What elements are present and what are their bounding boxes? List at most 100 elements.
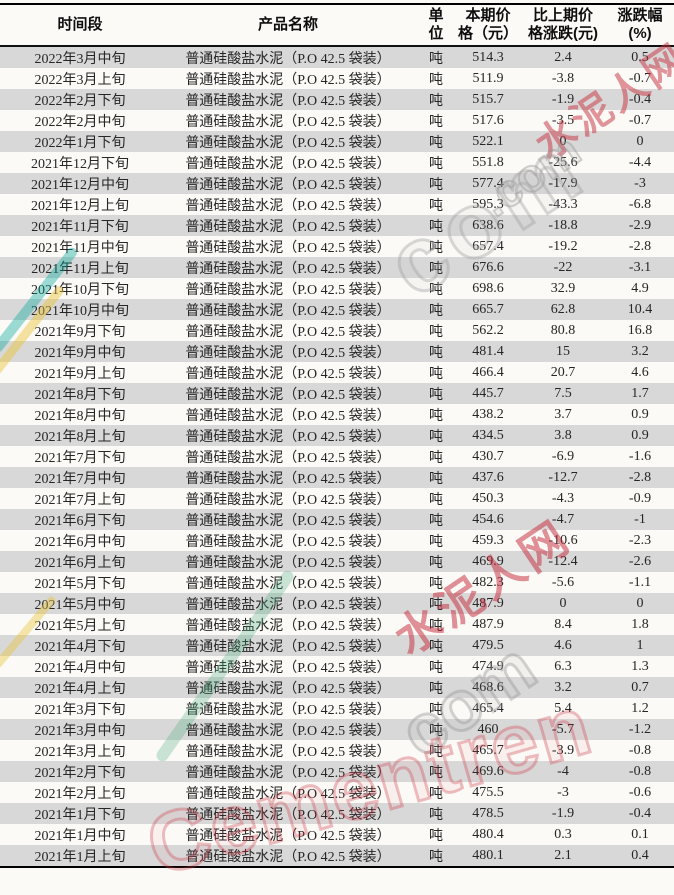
cell-unit: 吨 <box>429 219 443 235</box>
cell-unit: 吨 <box>429 513 443 529</box>
cell-product: 普通硅酸盐水泥（P.O 42.5 袋装） <box>185 135 391 151</box>
cell-period: 2021年2月下旬 <box>34 765 126 781</box>
table-row: 2022年3月上旬 普通硅酸盐水泥（P.O 42.5 袋装） 吨 511.9 -… <box>0 68 674 89</box>
cell-product: 普通硅酸盐水泥（P.O 42.5 袋装） <box>185 681 391 697</box>
cell-unit: 吨 <box>429 534 443 550</box>
cell-price: 482.3 <box>472 574 504 590</box>
cell-product: 普通硅酸盐水泥（P.O 42.5 袋装） <box>185 324 391 340</box>
table-row: 2021年12月上旬 普通硅酸盐水泥（P.O 42.5 袋装） 吨 595.3 … <box>0 194 674 215</box>
cell-change: -4.7 <box>551 511 575 527</box>
table-row: 2022年2月下旬 普通硅酸盐水泥（P.O 42.5 袋装） 吨 515.7 -… <box>0 89 674 110</box>
cell-pct: -0.4 <box>628 91 652 107</box>
cell-period: 2021年4月中旬 <box>34 660 126 676</box>
cell-pct: 10.4 <box>627 301 653 317</box>
col-header-product: 产品名称 <box>160 5 416 45</box>
cell-unit: 吨 <box>429 408 443 424</box>
cell-product: 普通硅酸盐水泥（P.O 42.5 袋装） <box>185 744 391 760</box>
cell-period: 2021年6月上旬 <box>34 555 126 571</box>
cell-change: -43.3 <box>548 196 578 212</box>
cell-product: 普通硅酸盐水泥（P.O 42.5 袋装） <box>185 198 391 214</box>
cell-unit: 吨 <box>429 681 443 697</box>
cell-unit: 吨 <box>429 240 443 256</box>
table-row: 2021年5月上旬 普通硅酸盐水泥（P.O 42.5 袋装） 吨 487.9 8… <box>0 614 674 635</box>
cell-period: 2022年2月下旬 <box>34 93 126 109</box>
cell-price: 481.4 <box>472 343 504 359</box>
cell-unit: 吨 <box>429 555 443 571</box>
cell-unit: 吨 <box>429 639 443 655</box>
cell-pct: -0.8 <box>628 742 652 758</box>
cell-price: 478.5 <box>472 805 504 821</box>
cell-product: 普通硅酸盐水泥（P.O 42.5 袋装） <box>185 387 391 403</box>
cell-change: -4.3 <box>551 490 575 506</box>
table-row: 2021年11月下旬 普通硅酸盐水泥（P.O 42.5 袋装） 吨 638.6 … <box>0 215 674 236</box>
table-row: 2021年12月下旬 普通硅酸盐水泥（P.O 42.5 袋装） 吨 551.8 … <box>0 152 674 173</box>
cell-period: 2021年3月下旬 <box>34 702 126 718</box>
cell-product: 普通硅酸盐水泥（P.O 42.5 袋装） <box>185 450 391 466</box>
cell-change: -10.6 <box>548 532 578 548</box>
cell-pct: -0.6 <box>628 784 652 800</box>
cell-price: 466.4 <box>472 364 504 380</box>
cell-price: 465.7 <box>472 742 504 758</box>
cell-change: 3.2 <box>554 679 572 695</box>
cell-product: 普通硅酸盐水泥（P.O 42.5 袋装） <box>185 408 391 424</box>
table-row: 2021年4月上旬 普通硅酸盐水泥（P.O 42.5 袋装） 吨 468.6 3… <box>0 677 674 698</box>
cell-unit: 吨 <box>429 786 443 802</box>
table-row: 2021年8月上旬 普通硅酸盐水泥（P.O 42.5 袋装） 吨 434.5 3… <box>0 425 674 446</box>
cell-product: 普通硅酸盐水泥（P.O 42.5 袋装） <box>185 219 391 235</box>
cell-pct: 0.9 <box>631 427 649 443</box>
cell-product: 普通硅酸盐水泥（P.O 42.5 袋装） <box>185 177 391 193</box>
cell-period: 2021年5月中旬 <box>34 597 126 613</box>
cell-pct: -3 <box>634 175 646 191</box>
cell-product: 普通硅酸盐水泥（P.O 42.5 袋装） <box>185 492 391 508</box>
cell-period: 2021年12月上旬 <box>31 198 129 214</box>
table-row: 2021年11月上旬 普通硅酸盐水泥（P.O 42.5 袋装） 吨 676.6 … <box>0 257 674 278</box>
cell-price: 551.8 <box>472 154 504 170</box>
cell-unit: 吨 <box>429 702 443 718</box>
col-header-period-label: 时间段 <box>57 16 103 33</box>
table-row: 2021年3月上旬 普通硅酸盐水泥（P.O 42.5 袋装） 吨 465.7 -… <box>0 740 674 761</box>
cell-pct: 1.2 <box>631 700 649 716</box>
cell-pct: 1 <box>636 637 644 653</box>
col-header-period: 时间段 <box>0 5 160 45</box>
cell-period: 2022年2月中旬 <box>34 114 126 130</box>
col-header-price-line1: 本期价 <box>465 7 511 24</box>
cell-product: 普通硅酸盐水泥（P.O 42.5 袋装） <box>185 156 391 172</box>
cell-product: 普通硅酸盐水泥（P.O 42.5 袋装） <box>185 471 391 487</box>
cell-price: 468.6 <box>472 679 504 695</box>
cell-pct: -0.8 <box>628 763 652 779</box>
cell-unit: 吨 <box>429 282 443 298</box>
cell-pct: -2.9 <box>628 217 652 233</box>
cell-change: -3.9 <box>551 742 575 758</box>
cell-unit: 吨 <box>429 387 443 403</box>
cell-pct: -1.6 <box>628 448 652 464</box>
table-row: 2021年12月中旬 普通硅酸盐水泥（P.O 42.5 袋装） 吨 577.4 … <box>0 173 674 194</box>
cell-period: 2021年9月下旬 <box>34 324 126 340</box>
col-header-change-line1: 比上期价 <box>532 7 593 24</box>
cell-unit: 吨 <box>429 807 443 823</box>
cell-price: 480.4 <box>472 826 504 842</box>
cell-period: 2021年7月中旬 <box>34 471 126 487</box>
cell-period: 2021年3月中旬 <box>34 723 126 739</box>
cell-product: 普通硅酸盐水泥（P.O 42.5 袋装） <box>185 723 391 739</box>
col-header-pct-line2: (%) <box>628 25 652 42</box>
cell-period: 2021年12月下旬 <box>31 156 129 172</box>
cell-change: 15 <box>556 343 570 359</box>
col-header-product-label: 产品名称 <box>257 16 318 33</box>
cell-price: 445.7 <box>472 385 504 401</box>
cell-period: 2021年4月上旬 <box>34 681 126 697</box>
cell-change: 2.1 <box>554 847 572 863</box>
table-row: 2021年7月中旬 普通硅酸盐水泥（P.O 42.5 袋装） 吨 437.6 -… <box>0 467 674 488</box>
cell-change: -1.9 <box>551 91 575 107</box>
cell-price: 437.6 <box>472 469 504 485</box>
cell-period: 2021年8月上旬 <box>34 429 126 445</box>
table-row: 2021年4月下旬 普通硅酸盐水泥（P.O 42.5 袋装） 吨 479.5 4… <box>0 635 674 656</box>
cell-product: 普通硅酸盐水泥（P.O 42.5 袋装） <box>185 72 391 88</box>
table-row: 2022年2月中旬 普通硅酸盐水泥（P.O 42.5 袋装） 吨 517.6 -… <box>0 110 674 131</box>
table-row: 2021年1月中旬 普通硅酸盐水泥（P.O 42.5 袋装） 吨 480.4 0… <box>0 824 674 845</box>
cell-change: 6.3 <box>554 658 572 674</box>
cell-pct: -3.1 <box>628 259 652 275</box>
cell-unit: 吨 <box>429 135 443 151</box>
cell-change: 0 <box>559 133 567 149</box>
cell-period: 2022年1月下旬 <box>34 135 126 151</box>
cell-price: 665.7 <box>472 301 504 317</box>
